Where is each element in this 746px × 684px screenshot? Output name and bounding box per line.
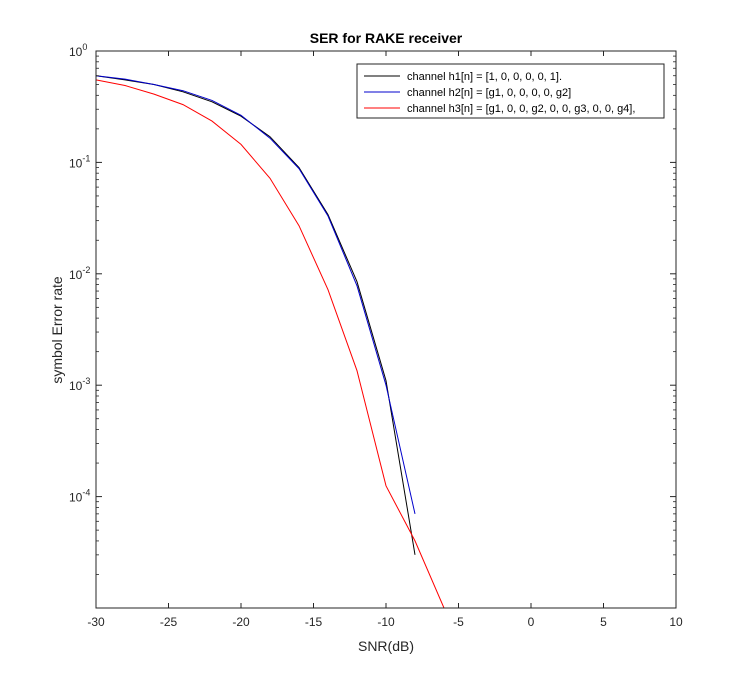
series-layer bbox=[95, 75, 473, 609]
x-tick-label: -20 bbox=[232, 615, 250, 629]
x-tick-label: 0 bbox=[528, 615, 535, 629]
legend-label-3: channel h3[n] = [g1, 0, 0, g2, 0, 0, g3,… bbox=[407, 103, 635, 115]
x-tick-label: -5 bbox=[453, 615, 464, 629]
x-axis-label: SNR(dB) bbox=[358, 638, 414, 654]
y-tick-label: 100 bbox=[69, 42, 87, 59]
chart-title: SER for RAKE receiver bbox=[310, 30, 463, 46]
legend-label-1: channel h1[n] = [1, 0, 0, 0, 0, 1]. bbox=[407, 71, 562, 83]
legend-label-2: channel h2[n] = [g1, 0, 0, 0, 0, g2] bbox=[407, 87, 571, 99]
legend-box bbox=[356, 63, 665, 119]
x-tick-label: -15 bbox=[305, 615, 323, 629]
y-tick-label: 10-4 bbox=[69, 488, 90, 505]
series-line-2 bbox=[95, 75, 416, 515]
y-tick-label: 10-3 bbox=[69, 376, 90, 393]
x-tick-label: -10 bbox=[377, 615, 395, 629]
legend: channel h1[n] = [1, 0, 0, 0, 0, 1]. chann… bbox=[356, 63, 665, 119]
plot-area bbox=[96, 51, 676, 608]
series-line-3 bbox=[95, 79, 473, 609]
x-tick-label: -30 bbox=[87, 615, 105, 629]
y-tick-label: 10-1 bbox=[69, 153, 90, 170]
y-axis-label: symbol Error rate bbox=[49, 276, 65, 384]
x-axis: -30 -25 -20 -15 -10 -5 0 5 10 bbox=[87, 51, 683, 629]
x-tick-label: 5 bbox=[600, 615, 607, 629]
y-tick-label: 10-2 bbox=[69, 265, 90, 282]
x-tick-label: 10 bbox=[669, 615, 683, 629]
x-tick-label: -25 bbox=[160, 615, 178, 629]
y-axis: 10-4 10-3 10-2 10-1 100 bbox=[69, 42, 676, 575]
